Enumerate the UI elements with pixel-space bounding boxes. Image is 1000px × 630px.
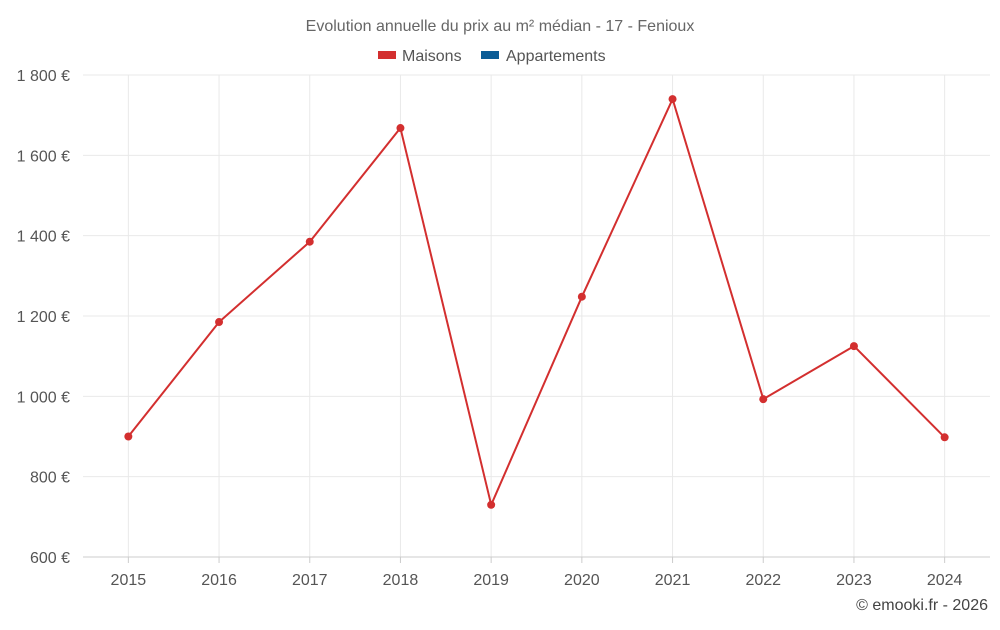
y-tick-label: 1 800 € — [17, 68, 70, 85]
series-line — [127, 98, 946, 506]
legend-swatch-maisons — [378, 51, 396, 59]
data-point[interactable] — [215, 318, 224, 327]
x-tick-label: 2023 — [836, 572, 872, 589]
grid — [83, 74, 990, 557]
data-point[interactable] — [759, 395, 768, 404]
y-tick-label: 800 € — [30, 470, 70, 487]
series-maisons — [124, 95, 949, 509]
x-tick-label: 2024 — [927, 572, 963, 589]
y-tick-label: 600 € — [30, 550, 70, 567]
y-tick-label: 1 400 € — [17, 229, 70, 246]
x-tick-label: 2018 — [383, 572, 419, 589]
data-point[interactable] — [940, 433, 949, 442]
data-point[interactable] — [124, 432, 133, 441]
data-point[interactable] — [396, 124, 405, 133]
legend-label-maisons[interactable]: Maisons — [402, 48, 462, 65]
legend: Maisons Appartements — [378, 48, 606, 65]
x-tick-label: 2021 — [655, 572, 691, 589]
data-point[interactable] — [849, 342, 858, 351]
y-tick-label: 1 200 € — [17, 309, 70, 326]
y-tick-label: 1 000 € — [17, 389, 70, 406]
chart-title: Evolution annuelle du prix au m² médian … — [306, 18, 695, 35]
legend-swatch-appartements — [481, 51, 499, 59]
data-point[interactable] — [577, 292, 586, 301]
data-point[interactable] — [305, 237, 314, 246]
x-tick-label: 2020 — [564, 572, 600, 589]
legend-label-appartements[interactable]: Appartements — [506, 48, 606, 65]
x-tick-label: 2015 — [111, 572, 147, 589]
x-tick-label: 2022 — [745, 572, 781, 589]
x-tick-label: 2017 — [292, 572, 328, 589]
x-tick-label: 2019 — [473, 572, 509, 589]
axes: 600 € 800 € 1 000 € 1 200 € 1 400 € 1 600 € 1 … — [17, 68, 990, 589]
credit-text: © emooki.fr - 2026 — [856, 597, 988, 614]
y-tick-label: 1 600 € — [17, 148, 70, 165]
data-point[interactable] — [487, 500, 496, 509]
x-tick-label: 2016 — [201, 572, 237, 589]
data-point[interactable] — [668, 95, 677, 104]
